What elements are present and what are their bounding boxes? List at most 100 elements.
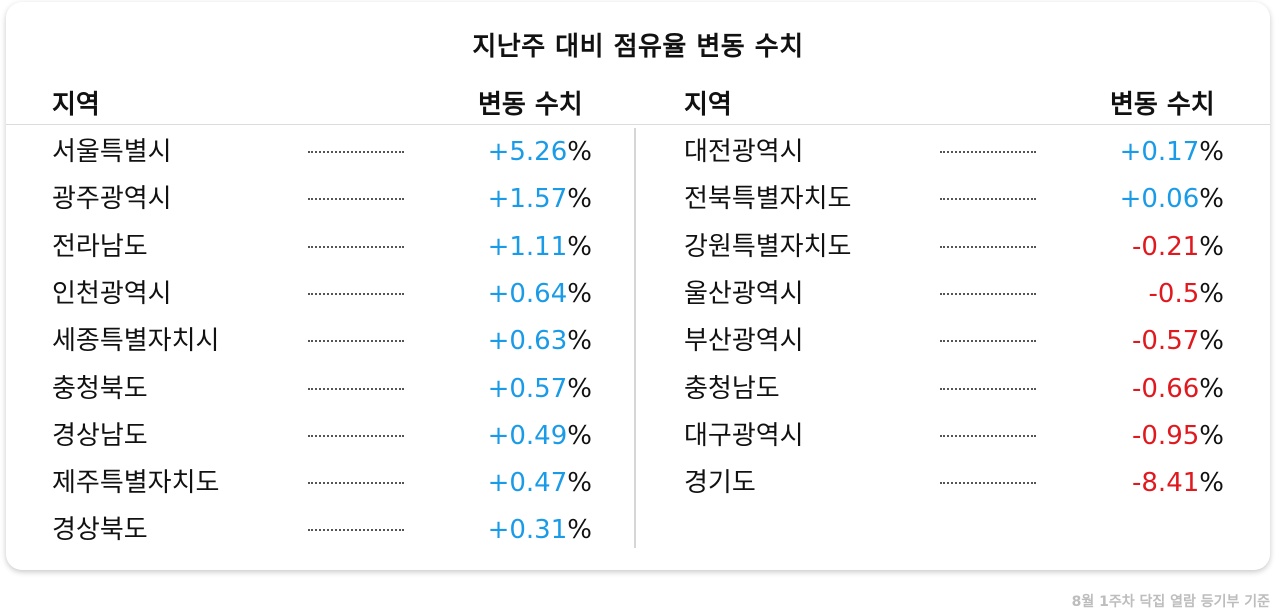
stats-card: 지난주 대비 점유율 변동 수치 지역 변동 수치 지역 변동 수치 서울특별시… [6, 2, 1270, 570]
change-value: +1.57% [488, 179, 592, 219]
region-name: 부산광역시 [684, 326, 804, 357]
region-name: 충청북도 [52, 373, 148, 404]
change-number: +0.64 [487, 278, 568, 309]
dotted-leader [308, 340, 404, 343]
region-name: 대전광역시 [684, 137, 804, 167]
percent-sign: % [1199, 468, 1224, 499]
percent-sign: % [1199, 231, 1224, 262]
header-divider [6, 124, 1270, 125]
right-change-header: 변동 수치 [1110, 90, 1215, 120]
percent-sign: % [567, 515, 592, 546]
region-row: 충청북도 +0.57% [52, 369, 592, 409]
change-number: +0.63 [487, 326, 568, 357]
change-value: +0.06% [1120, 179, 1224, 219]
change-value: +0.57% [488, 369, 592, 409]
percent-sign: % [1199, 326, 1224, 357]
change-value: -0.66% [1132, 369, 1224, 409]
change-number: +1.57 [487, 184, 568, 215]
change-value: +0.17% [1120, 132, 1224, 172]
change-value: +0.63% [488, 321, 592, 361]
change-number: +0.47 [487, 468, 568, 499]
change-number: -0.5 [1148, 278, 1200, 309]
region-row: 전라남도 +1.11% [52, 227, 592, 267]
change-number: -0.21 [1132, 231, 1200, 262]
region-row: 제주특별자치도 +0.47% [52, 463, 592, 503]
region-name: 전라남도 [52, 231, 148, 262]
region-name: 광주광역시 [52, 184, 172, 215]
dotted-leader [940, 387, 1036, 390]
dotted-leader [308, 387, 404, 390]
region-name: 울산광역시 [684, 278, 804, 309]
dotted-leader [940, 340, 1036, 343]
region-name: 세종특별자치시 [52, 326, 220, 357]
change-value: +0.64% [488, 274, 592, 314]
change-value: +5.26% [488, 132, 592, 172]
dotted-leader [940, 482, 1036, 485]
region-row: 서울특별시 +5.26% [52, 132, 592, 172]
percent-sign: % [567, 137, 592, 167]
left-change-header: 변동 수치 [478, 90, 583, 120]
column-divider [634, 128, 636, 548]
dotted-leader [940, 434, 1036, 437]
region-name: 경기도 [684, 468, 756, 499]
change-number: -0.95 [1132, 420, 1200, 451]
dotted-leader [308, 151, 404, 153]
change-value: -0.95% [1132, 416, 1224, 456]
region-row: 경기도 -8.41% [684, 463, 1224, 503]
region-row: 경상남도 +0.49% [52, 416, 592, 456]
region-row: 부산광역시 -0.57% [684, 321, 1224, 361]
change-value: +0.31% [488, 510, 592, 550]
change-value: -8.41% [1132, 463, 1224, 503]
region-name: 경상남도 [52, 420, 148, 451]
percent-sign: % [567, 278, 592, 309]
change-value: -0.57% [1132, 321, 1224, 361]
percent-sign: % [1199, 137, 1224, 167]
region-name: 대구광역시 [684, 420, 804, 451]
region-row: 대구광역시 -0.95% [684, 416, 1224, 456]
percent-sign: % [567, 420, 592, 451]
percent-sign: % [567, 184, 592, 215]
change-value: +0.47% [488, 463, 592, 503]
change-number: -0.57 [1132, 326, 1200, 357]
percent-sign: % [1199, 420, 1224, 451]
change-number: +0.49 [487, 420, 568, 451]
change-number: -8.41 [1132, 468, 1200, 499]
percent-sign: % [567, 373, 592, 404]
region-name: 충청남도 [684, 373, 780, 404]
region-row: 경상북도 +0.31% [52, 510, 592, 550]
dotted-leader [940, 245, 1036, 248]
change-value: +0.49% [488, 416, 592, 456]
dotted-leader [308, 529, 404, 532]
left-region-header: 지역 [52, 90, 100, 120]
dotted-leader [308, 482, 404, 485]
dotted-leader [940, 292, 1036, 295]
dotted-leader [308, 245, 404, 248]
dotted-leader [308, 292, 404, 295]
region-row: 강원특별자치도 -0.21% [684, 227, 1224, 267]
percent-sign: % [1199, 373, 1224, 404]
card-title: 지난주 대비 점유율 변동 수치 [472, 32, 804, 62]
percent-sign: % [1199, 278, 1224, 309]
region-row: 세종특별자치시 +0.63% [52, 321, 592, 361]
dotted-leader [308, 434, 404, 437]
percent-sign: % [567, 231, 592, 262]
change-number: +0.57 [487, 373, 568, 404]
change-number: +0.17 [1119, 137, 1200, 167]
percent-sign: % [567, 468, 592, 499]
region-name: 인천광역시 [52, 278, 172, 309]
right-region-header: 지역 [684, 90, 732, 120]
change-number: +0.31 [487, 515, 568, 546]
dotted-leader [940, 151, 1036, 153]
change-number: +1.11 [487, 231, 568, 262]
region-row: 충청남도 -0.66% [684, 369, 1224, 409]
region-row: 인천광역시 +0.64% [52, 274, 592, 314]
source-note: 8월 1주차 닥집 열람 등기부 기준 [1071, 594, 1270, 610]
change-number: +0.06 [1119, 184, 1200, 215]
change-value: +1.11% [488, 227, 592, 267]
region-name: 강원특별자치도 [684, 231, 852, 262]
region-name: 경상북도 [52, 515, 148, 546]
region-name: 서울특별시 [52, 137, 172, 167]
percent-sign: % [1199, 184, 1224, 215]
region-name: 제주특별자치도 [52, 468, 220, 499]
region-row: 광주광역시 +1.57% [52, 179, 592, 219]
